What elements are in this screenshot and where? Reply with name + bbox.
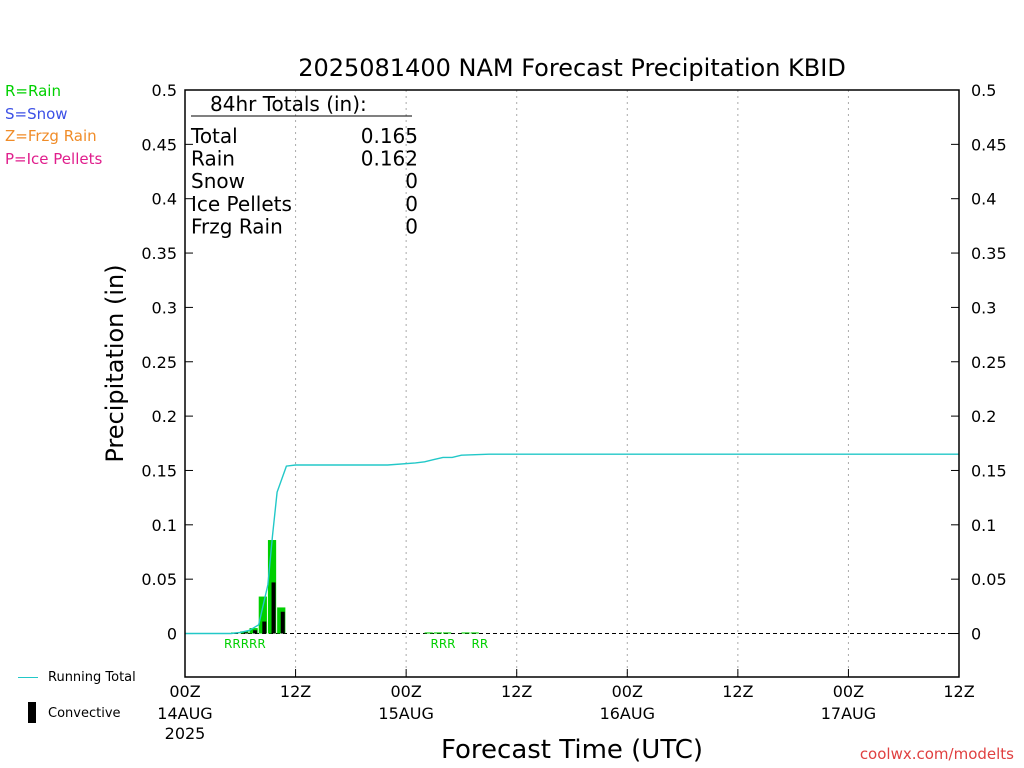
y-tick-label-left: 0.4 — [152, 190, 177, 209]
y-tick-label-right: 0.1 — [971, 516, 996, 535]
rain-bar — [424, 632, 433, 634]
totals-row-label: Rain — [191, 147, 235, 171]
totals-row-label: Ice Pellets — [191, 192, 292, 216]
y-tick-label-right: 0.45 — [971, 135, 1007, 154]
rain-bar — [461, 632, 470, 634]
convective-bar — [271, 582, 276, 634]
y-tick-label-right: 0 — [971, 625, 981, 644]
totals-row-value: 0 — [405, 214, 418, 238]
x-tick-label: 00Z — [390, 682, 421, 701]
y-tick-label-right: 0.35 — [971, 244, 1007, 263]
legend-rain: R=Rain — [5, 82, 61, 100]
totals-row-value: 0.162 — [361, 147, 418, 171]
totals-row-label: Snow — [191, 169, 245, 193]
x-tick-label: 12Z — [501, 682, 532, 701]
x-axis-label: Forecast Time (UTC) — [441, 735, 703, 765]
convective-bar — [262, 621, 267, 634]
x-tick-year: 2025 — [165, 724, 206, 743]
y-tick-label-left: 0.25 — [141, 353, 177, 372]
ptype-label: RRRRR — [224, 637, 266, 651]
y-tick-label-left: 0.2 — [152, 407, 177, 426]
totals-header: 84hr Totals (in): — [210, 92, 367, 116]
running-total-line — [185, 453, 959, 635]
legend-ice-pellets: P=Ice Pellets — [5, 150, 103, 168]
x-tick-label: 12Z — [943, 682, 974, 701]
y-tick-label-right: 0.3 — [971, 298, 996, 317]
y-tick-label-left: 0.45 — [141, 135, 177, 154]
y-tick-label-right: 0.4 — [971, 190, 996, 209]
rain-bar — [470, 632, 479, 634]
y-tick-label-right: 0.15 — [971, 461, 1007, 480]
rain-bar — [258, 596, 267, 634]
y-tick-label-left: 0.05 — [141, 570, 177, 589]
x-tick-date: 16AUG — [600, 704, 655, 723]
totals-row-label: Total — [190, 124, 238, 148]
y-axis-label: Precipitation (in) — [101, 264, 129, 462]
ptype-label: RR — [472, 637, 489, 651]
x-tick-label: 12Z — [722, 682, 753, 701]
plot-frame — [184, 89, 960, 678]
credit-link[interactable]: coolwx.com/modelts — [859, 745, 1014, 763]
rain-bar — [433, 632, 442, 634]
x-tick-label: 00Z — [169, 682, 200, 701]
legend-frzg-rain: Z=Frzg Rain — [5, 127, 97, 145]
totals-row-value: 0 — [405, 169, 418, 193]
x-tick-date: 15AUG — [378, 704, 433, 723]
y-tick-label-left: 0.5 — [152, 81, 177, 100]
x-tick-label: 00Z — [833, 682, 864, 701]
convective-bar — [280, 611, 285, 634]
y-tick-label-left: 0.3 — [152, 298, 177, 317]
ptype-label: RRR — [430, 637, 455, 651]
chart-title: 2025081400 NAM Forecast Precipitation KB… — [298, 54, 846, 82]
convective-bar — [243, 632, 248, 634]
y-tick-label-left: 0.1 — [152, 516, 177, 535]
y-tick-label-left: 0 — [167, 625, 177, 644]
totals-row-label: Frzg Rain — [191, 214, 283, 238]
x-tick-date: 14AUG — [157, 704, 212, 723]
x-tick-label: 12Z — [280, 682, 311, 701]
running-total-legend-label: Running Total — [48, 670, 136, 685]
totals-row-value: 0 — [405, 192, 418, 216]
legend-snow: S=Snow — [5, 105, 68, 123]
y-tick-label-left: 0.15 — [141, 461, 177, 480]
running-total-line-icon — [18, 677, 38, 678]
y-tick-label-right: 0.5 — [971, 81, 996, 100]
rain-bar — [443, 632, 452, 634]
totals-row-value: 0.165 — [361, 124, 418, 148]
convective-bar-icon — [28, 702, 36, 723]
x-tick-date: 17AUG — [821, 704, 876, 723]
y-tick-label-right: 0.2 — [971, 407, 996, 426]
y-tick-label-right: 0.05 — [971, 570, 1007, 589]
convective-legend-label: Convective — [48, 706, 121, 721]
y-tick-label-left: 0.35 — [141, 244, 177, 263]
y-tick-label-right: 0.25 — [971, 353, 1007, 372]
x-tick-label: 00Z — [612, 682, 643, 701]
convective-bar — [253, 630, 258, 634]
